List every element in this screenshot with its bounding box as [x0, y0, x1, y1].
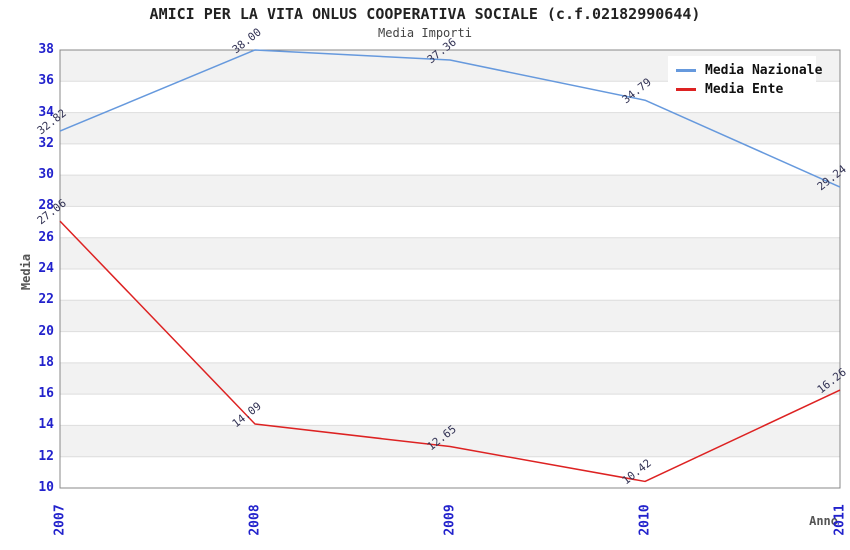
chart-title: AMICI PER LA VITA ONLUS COOPERATIVA SOCI…: [149, 5, 701, 23]
chart-subtitle: Media Importi: [378, 26, 472, 40]
y-tick-label: 20: [38, 323, 54, 339]
plot-band: [60, 456, 840, 488]
y-tick-label: 18: [38, 354, 54, 370]
plot-band: [60, 206, 840, 238]
y-tick-label: 30: [38, 167, 54, 183]
plot-band: [60, 269, 840, 301]
plot-band: [60, 300, 840, 332]
y-tick-label: 26: [38, 229, 54, 245]
plot-band: [60, 175, 840, 207]
y-tick-label: 22: [38, 292, 54, 308]
x-tick-label: 2009: [442, 504, 458, 536]
x-tick-label: 2011: [832, 504, 848, 536]
legend-label: Media Ente: [705, 82, 784, 97]
legend-line-swatch-icon: [676, 88, 696, 91]
plot-border: [59, 49, 841, 489]
legend-label: Media Nazionale: [705, 63, 823, 78]
series-line-media-ente: [59, 220, 841, 483]
y-tick-label: 24: [38, 261, 54, 276]
x-tick-label: 2007: [52, 504, 68, 536]
x-tick-label: 2008: [247, 504, 263, 536]
plot-band: [60, 237, 840, 269]
series-line-media-nazionale: [59, 49, 841, 188]
y-tick-label: 34: [38, 104, 54, 120]
y-tick-label: 28: [38, 198, 54, 214]
plot-band: [60, 394, 840, 426]
legend: Media Nazionale Media Ente: [668, 56, 822, 104]
y-tick-label: 32: [38, 135, 54, 151]
y-tick-label: 14: [38, 417, 54, 433]
y-tick-label: 12: [38, 448, 54, 464]
y-tick-label: 16: [38, 386, 54, 402]
legend-line-swatch-icon: [676, 69, 696, 72]
legend-item-media-nazionale: Media Nazionale: [676, 61, 822, 80]
plot-band: [60, 143, 840, 176]
plot-band: [60, 362, 840, 395]
x-tick-label: 2010: [637, 504, 653, 536]
plot-band: [60, 331, 840, 363]
y-tick-label: 10: [38, 480, 54, 495]
y-tick-label: 38: [38, 42, 54, 57]
x-axis-title: Anno: [809, 514, 838, 528]
y-tick-label: 36: [38, 73, 54, 89]
plot-band: [60, 112, 840, 144]
legend-item-media-ente: Media Ente: [676, 80, 808, 99]
